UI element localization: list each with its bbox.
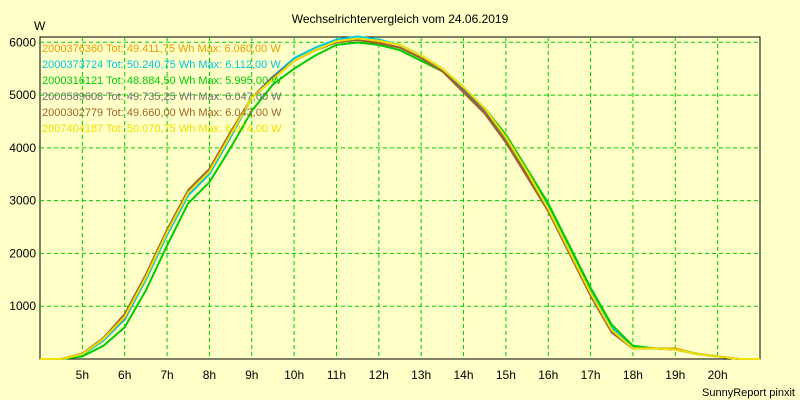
- x-tick-label: 5h: [76, 368, 89, 382]
- legend-entry-5: 2007404187 Tot: 50.070,75 Wh Max: 6.074,…: [42, 123, 282, 135]
- x-tick-label: 9h: [245, 368, 258, 382]
- y-tick-label: 2000: [9, 246, 36, 260]
- x-axis-ticks: 5h 6h 7h 8h 9h 10h 11h 12h 13h 14h 15h 16h 17h 18h 19h…: [76, 368, 728, 382]
- legend-entry-2: 2000316121 Tot: 48.884,50 Wh Max: 5.995,…: [42, 75, 282, 87]
- x-tick-label: 13h: [411, 368, 431, 382]
- legend-entry-1: 2000373724 Tot: 50.240,75 Wh Max: 6.112,…: [42, 59, 281, 71]
- x-tick-label: 17h: [581, 368, 601, 382]
- x-tick-label: 12h: [369, 368, 389, 382]
- y-axis-unit-label: W: [34, 19, 46, 33]
- x-tick-label: 11h: [327, 368, 346, 382]
- series-line-2: [40, 41, 760, 360]
- x-tick-label: 18h: [623, 368, 643, 382]
- legend-entry-4: 2000302779 Tot: 49.660,00 Wh Max: 6.043,…: [42, 107, 282, 119]
- y-tick-label: 1000: [9, 299, 36, 313]
- x-tick-label: 14h: [454, 368, 474, 382]
- legend-entry-3: 2000589608 Tot: 49.735,25 Wh Max: 6.047,…: [42, 91, 282, 103]
- x-tick-label: 19h: [665, 368, 685, 382]
- x-tick-label: 6h: [118, 368, 131, 382]
- x-tick-label: 20h: [708, 368, 728, 382]
- legend: 2000376360 Tot: 49.411,75 Wh Max: 6.060,…: [42, 43, 282, 135]
- y-axis-ticks: 1000 2000 3000 4000 5000 6000: [9, 35, 36, 313]
- x-tick-label: 7h: [160, 368, 173, 382]
- y-tick-label: 6000: [9, 35, 36, 49]
- x-tick-label: 10h: [284, 368, 304, 382]
- legend-entry-0: 2000376360 Tot: 49.411,75 Wh Max: 6.060,…: [42, 43, 281, 55]
- y-tick-label: 5000: [9, 88, 36, 102]
- series-line-5: [40, 37, 760, 360]
- x-tick-label: 15h: [496, 368, 516, 382]
- grid-layer: [40, 37, 760, 359]
- chart-title: Wechselrichtervergleich vom 24.06.2019: [292, 12, 509, 26]
- y-tick-label: 4000: [9, 141, 36, 155]
- plot-area: [39, 36, 761, 360]
- x-tick-label: 8h: [203, 368, 216, 382]
- x-tick-label: 16h: [538, 368, 558, 382]
- y-tick-label: 3000: [9, 194, 36, 208]
- series-layer: [40, 35, 760, 360]
- footer-credit: SunnyReport pinxit: [702, 387, 795, 399]
